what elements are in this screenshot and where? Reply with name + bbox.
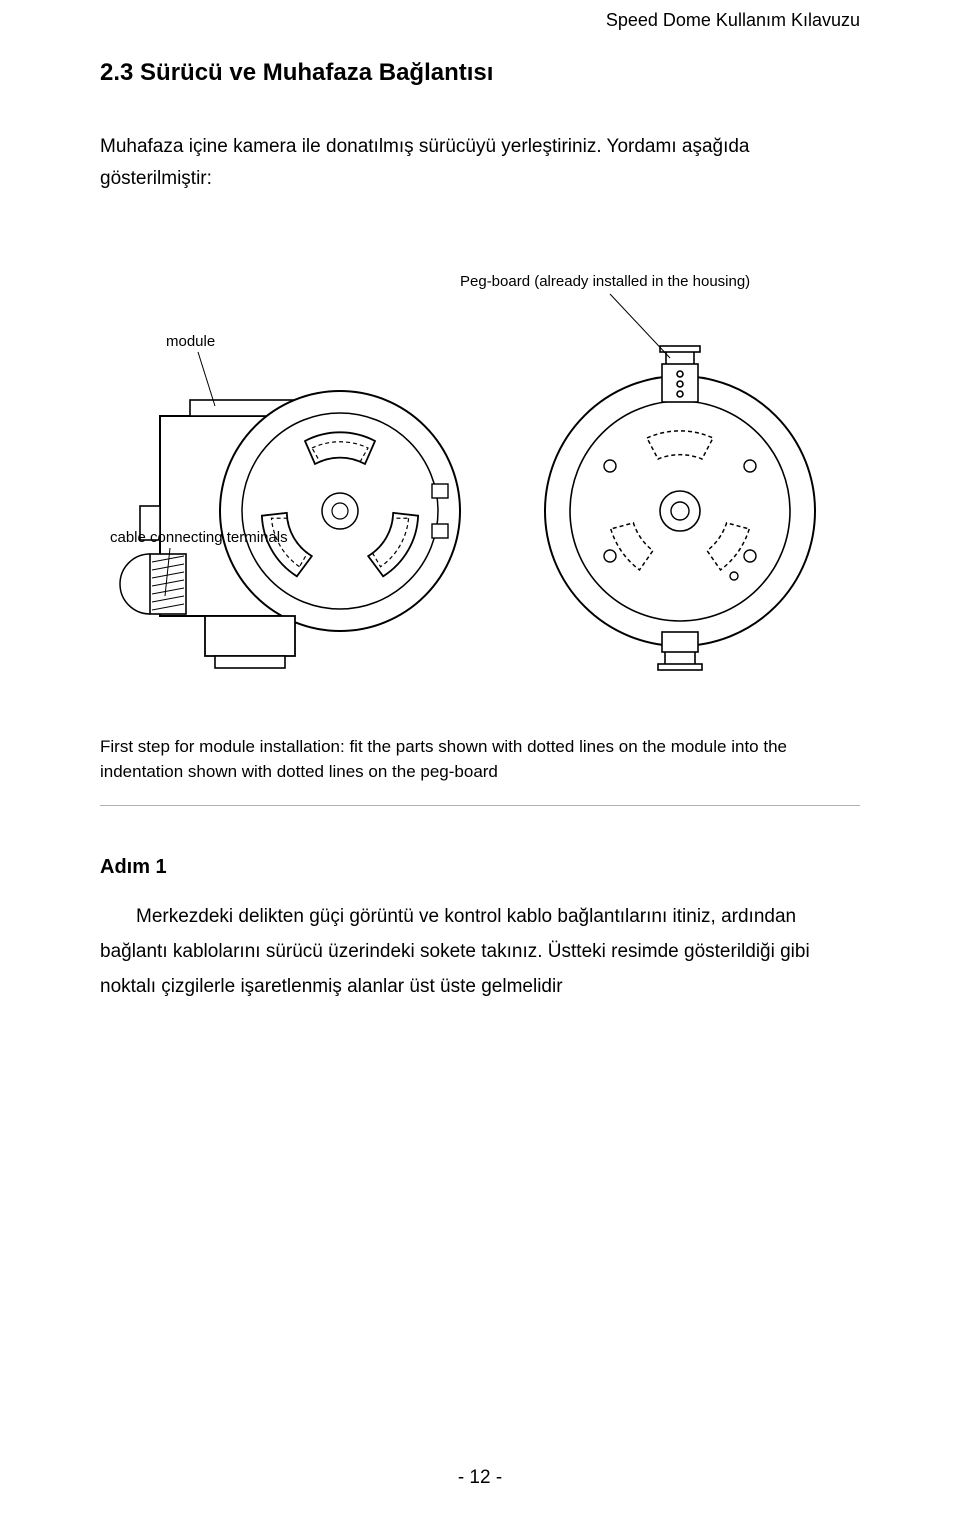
intro-paragraph: Muhafaza içine kamera ile donatılmış sür…: [100, 131, 860, 196]
diagram-block: Peg-board (already installed in the hous…: [100, 226, 860, 785]
step-body: Merkezdeki delikten güçi görüntü ve kont…: [100, 899, 860, 1004]
page-number: - 12 -: [0, 1467, 960, 1489]
page: Speed Dome Kullanım Kılavuzu 2.3 Sürücü …: [0, 0, 960, 1519]
section-title: 2.3 Sürücü ve Muhafaza Bağlantısı: [100, 59, 860, 87]
section-divider: [100, 805, 860, 806]
step-title: Adım 1: [100, 856, 860, 879]
module-label: module: [166, 333, 215, 350]
pegboard-assembly: [545, 346, 815, 670]
diagram-description: First step for module installation: fit …: [100, 734, 860, 785]
terminals-label: cable connecting terminals: [110, 529, 288, 546]
module-diagram: Peg-board (already installed in the hous…: [110, 226, 850, 706]
doc-title: Speed Dome Kullanım Kılavuzu: [100, 10, 860, 31]
pegboard-label: Peg-board (already installed in the hous…: [460, 273, 750, 290]
